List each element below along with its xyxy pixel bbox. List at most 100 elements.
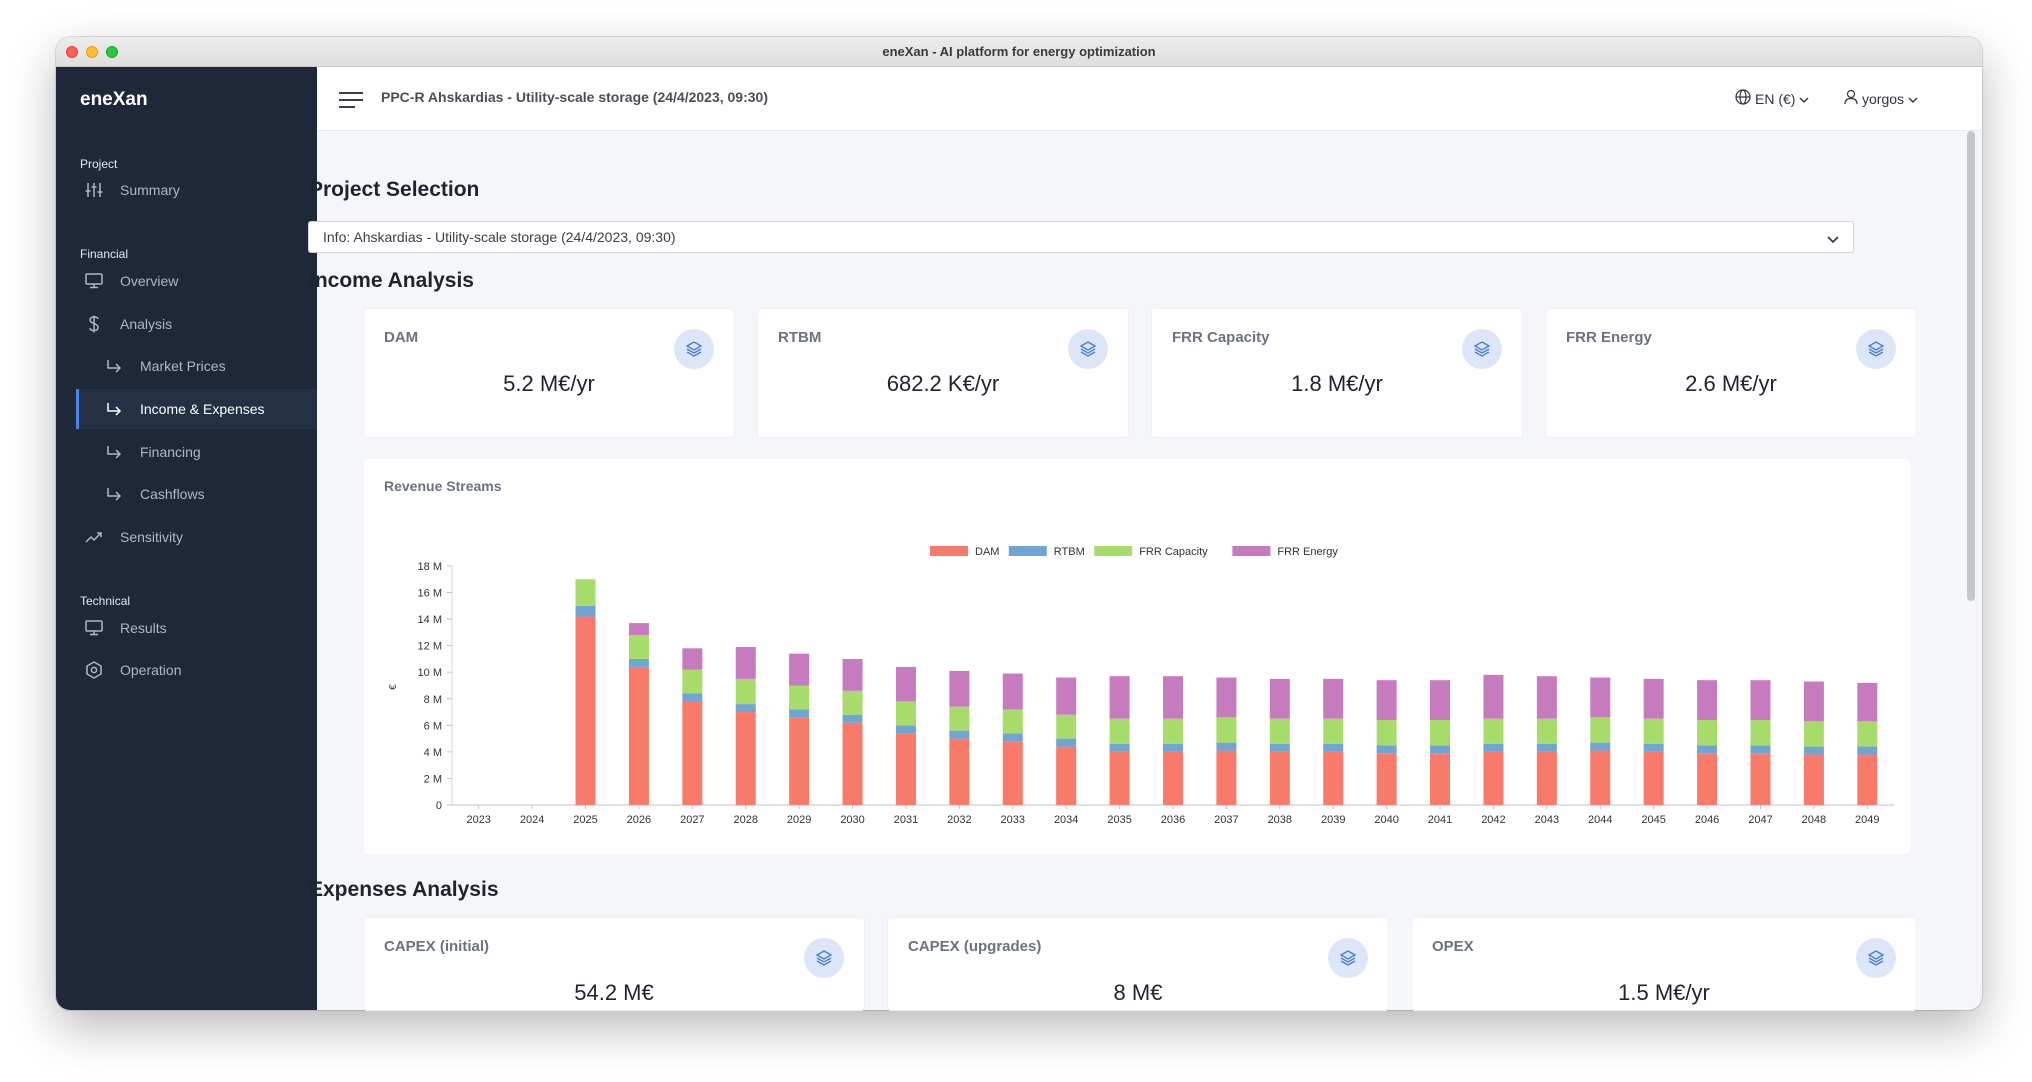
bar-segment xyxy=(1269,743,1290,752)
bar-segment xyxy=(1216,717,1237,743)
maximize-window-button[interactable] xyxy=(106,46,118,58)
chevron-down-icon xyxy=(1908,91,1918,107)
x-tick-label: 2023 xyxy=(466,814,490,826)
bar-segment xyxy=(789,653,810,686)
bar-segment xyxy=(1376,745,1397,754)
bar-segment xyxy=(1163,718,1183,744)
x-tick-label: 2030 xyxy=(840,814,864,826)
bar-segment xyxy=(1697,745,1718,754)
bar-segment xyxy=(1323,751,1344,805)
bar-segment xyxy=(1430,745,1451,754)
bar-segment xyxy=(1536,676,1557,719)
minimize-window-button[interactable] xyxy=(86,46,98,58)
x-tick-label: 2029 xyxy=(787,814,811,826)
layers-icon[interactable] xyxy=(1068,329,1108,369)
bar-segment xyxy=(1002,673,1023,710)
layers-icon[interactable] xyxy=(1856,329,1896,369)
x-tick-label: 2037 xyxy=(1214,814,1238,826)
bar-segment xyxy=(1002,741,1023,805)
x-tick-label: 2038 xyxy=(1268,814,1292,826)
bar-segment xyxy=(1430,680,1451,721)
layers-icon[interactable] xyxy=(1328,938,1368,978)
x-tick-label: 2027 xyxy=(680,814,704,826)
bar-segment xyxy=(1376,720,1397,746)
sidebar-item-sensitivity[interactable]: Sensitivity xyxy=(76,517,317,557)
bar-segment xyxy=(1109,743,1130,752)
layers-icon[interactable] xyxy=(804,938,844,978)
layers-icon[interactable] xyxy=(1462,329,1502,369)
sidebar-item-cashflows[interactable]: Cashflows xyxy=(76,474,317,514)
sidebar-item-label: Sensitivity xyxy=(120,529,184,545)
card-value: 1.8 M€/yr xyxy=(1291,371,1383,396)
x-tick-label: 2031 xyxy=(894,814,918,826)
menu-icon[interactable] xyxy=(339,91,363,114)
sidebar-item-summary[interactable]: Summary xyxy=(76,170,317,210)
sidebar-item-analysis[interactable]: Analysis xyxy=(76,304,317,344)
card-label: CAPEX (initial) xyxy=(384,938,490,955)
bar-segment xyxy=(1590,750,1611,805)
card-value: 2.6 M€/yr xyxy=(1685,371,1777,396)
card-label: DAM xyxy=(384,329,419,346)
scrollbar-thumb[interactable] xyxy=(1967,131,1975,601)
bar-segment xyxy=(682,693,703,702)
expenses-analysis-title: Expenses Analysis xyxy=(309,878,499,901)
bar-segment xyxy=(735,646,756,679)
sidebar-item-income-expenses[interactable]: Income & Expenses xyxy=(76,389,317,429)
bar-segment xyxy=(1750,720,1771,746)
y-tick-label: 2 M xyxy=(424,773,442,785)
bar-segment xyxy=(1269,751,1290,805)
y-axis-label: € xyxy=(388,684,399,690)
close-window-button[interactable] xyxy=(66,46,78,58)
bar-segment xyxy=(842,722,863,805)
bar-segment xyxy=(1323,678,1344,719)
bar-segment xyxy=(1163,676,1183,719)
layers-icon[interactable] xyxy=(674,329,714,369)
layers-icon[interactable] xyxy=(1856,938,1896,978)
brand-logo[interactable]: eneXan xyxy=(80,89,148,110)
bar-segment xyxy=(1697,720,1718,746)
sidebar-item-operation[interactable]: Operation xyxy=(76,650,317,690)
revenue-streams-card: Revenue Streams 0 2 M 4 M 6 M 8 M 10 M 12 M 14 … xyxy=(364,459,1910,854)
project-select[interactable]: Info: Ahskardias - Utility-scale storage… xyxy=(308,221,1854,253)
x-tick-label: 2045 xyxy=(1641,814,1665,826)
x-tick-label: 2042 xyxy=(1481,814,1505,826)
hexagon-cog-icon xyxy=(84,660,104,680)
sidebar-item-results[interactable]: Results xyxy=(76,608,317,648)
bar-segment xyxy=(1323,743,1344,752)
x-tick-label: 2043 xyxy=(1535,814,1559,826)
user-menu[interactable]: yorgos xyxy=(1844,89,1918,108)
bar-segment xyxy=(1643,678,1664,719)
sidebar-item-overview[interactable]: Overview xyxy=(76,261,317,301)
trending-up-icon xyxy=(84,527,104,547)
dollar-icon xyxy=(84,314,104,334)
bar-segment xyxy=(628,666,649,805)
sidebar-item-financing[interactable]: Financing xyxy=(76,432,317,472)
x-tick-label: 2041 xyxy=(1428,814,1452,826)
bar-segment xyxy=(895,725,916,734)
y-tick-label: 16 M xyxy=(418,588,442,600)
bar-segment xyxy=(682,701,703,805)
chevron-down-icon xyxy=(1799,91,1809,107)
x-tick-label: 2048 xyxy=(1802,814,1826,826)
bar-segment xyxy=(1483,751,1504,805)
income-card-frr-energy: FRR Energy 2.6 M€/yr xyxy=(1546,309,1916,437)
card-value: 1.5 M€/yr xyxy=(1618,980,1710,1005)
card-label: CAPEX (upgrades) xyxy=(908,938,1042,955)
corner-down-right-icon xyxy=(104,442,124,462)
legend-label: RTBM xyxy=(1054,546,1085,558)
bar-segment xyxy=(1216,677,1237,718)
language-selector[interactable]: EN (€) xyxy=(1735,89,1809,108)
y-tick-label: 4 M xyxy=(424,747,442,759)
bar-segment xyxy=(1109,676,1130,719)
corner-down-right-icon xyxy=(104,484,124,504)
project-selection-title: Project Selection xyxy=(309,178,480,201)
sidebar-item-label: Summary xyxy=(120,182,180,198)
sidebar-item-market-prices[interactable]: Market Prices xyxy=(76,346,317,386)
expense-card-capex-initial: CAPEX (initial) 54.2 M€ xyxy=(364,918,864,1010)
bar-segment xyxy=(682,648,703,670)
project-breadcrumb: PPC-R Ahskardias - Utility-scale storage… xyxy=(381,89,768,105)
bar-segment xyxy=(1056,746,1077,805)
window-title: eneXan - AI platform for energy optimiza… xyxy=(882,44,1156,59)
bar-segment xyxy=(842,690,863,715)
legend-label: FRR Energy xyxy=(1277,546,1338,558)
